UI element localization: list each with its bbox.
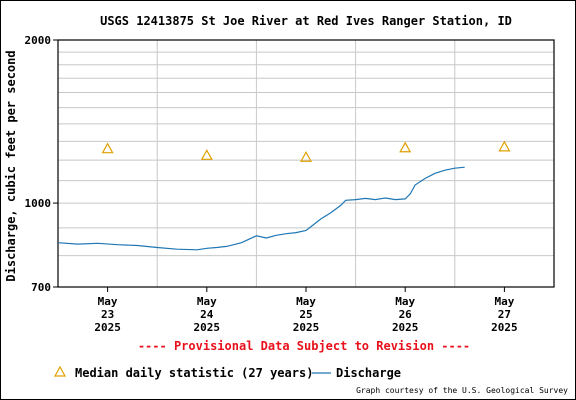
x-tick-day: 26 [399,308,413,321]
x-tick-year: 2025 [293,321,320,334]
x-tick-month: May [197,295,217,308]
chart-title: USGS 12413875 St Joe River at Red Ives R… [100,14,512,28]
x-tick-year: 2025 [194,321,221,334]
median-marker [200,149,213,160]
x-tick-day: 24 [200,308,214,321]
x-tick-month: May [296,295,316,308]
discharge-line [57,166,465,251]
grid [58,40,554,287]
y-tick-label: 700 [31,281,51,294]
x-tick-year: 2025 [491,321,518,334]
median-marker [101,142,114,154]
x-tick-year: 2025 [94,321,121,334]
series-layer [57,140,511,251]
x-tick-year: 2025 [392,321,419,334]
x-tick-month: May [395,295,415,308]
legend-median-label: Median daily statistic (27 years) [75,366,313,380]
y-axis-ticks: 2000 1000 700 [25,34,58,294]
credit-text: Graph courtesy of the U.S. Geological Su… [356,386,568,395]
x-tick-month: May [494,295,514,308]
x-axis-ticks: May232025May242025May252025May262025May2… [94,287,518,334]
legend-discharge-label: Discharge [336,366,401,380]
legend-median-marker-icon [53,365,67,377]
x-tick-month: May [98,295,118,308]
x-tick-day: 23 [101,308,114,321]
median-marker [399,141,412,153]
y-tick-label: 2000 [25,34,52,47]
plot-area [57,39,555,288]
x-tick-day: 27 [498,308,511,321]
provisional-note: ---- Provisional Data Subject to Revisio… [138,339,470,353]
median-marker [299,151,313,162]
y-tick-label: 1000 [25,197,52,210]
legend: Median daily statistic (27 years) Discha… [53,365,401,380]
x-tick-day: 25 [299,308,312,321]
y-axis-label: Discharge, cubic feet per second [4,50,18,281]
median-marker [498,140,511,152]
